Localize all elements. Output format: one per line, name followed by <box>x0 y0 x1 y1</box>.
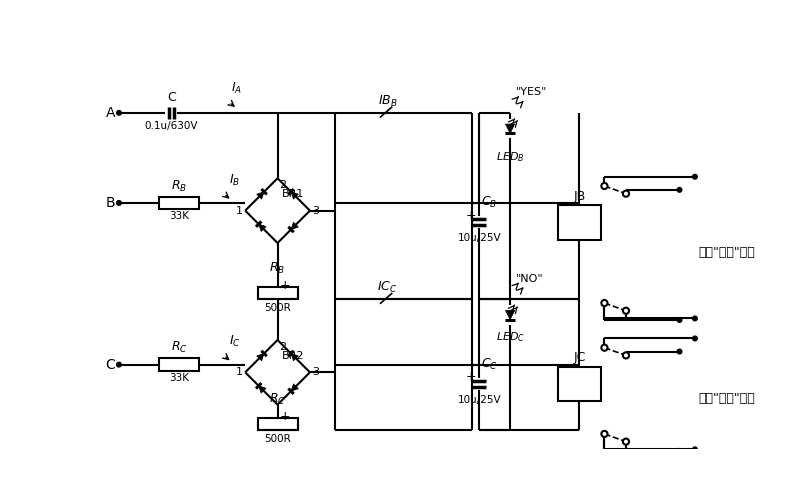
Polygon shape <box>257 353 264 361</box>
Polygon shape <box>291 353 298 361</box>
Polygon shape <box>258 224 266 231</box>
Polygon shape <box>257 192 264 199</box>
Text: $R_C$: $R_C$ <box>269 392 286 407</box>
Text: JB: JB <box>574 190 586 203</box>
Bar <box>258 287 298 299</box>
Circle shape <box>602 300 607 306</box>
Circle shape <box>693 174 698 179</box>
Text: $LED_B$: $LED_B$ <box>496 150 525 164</box>
Polygon shape <box>506 124 514 134</box>
Text: $R_B$: $R_B$ <box>270 261 286 276</box>
Circle shape <box>117 362 122 367</box>
Circle shape <box>602 183 607 189</box>
Text: 3: 3 <box>312 367 319 377</box>
Circle shape <box>623 307 629 314</box>
Text: 输出"错误"信号: 输出"错误"信号 <box>698 392 755 405</box>
Text: BR1: BR1 <box>282 190 305 200</box>
Text: 10u/25V: 10u/25V <box>458 395 501 405</box>
Text: 2: 2 <box>279 180 286 190</box>
Circle shape <box>623 438 629 445</box>
Circle shape <box>693 316 698 321</box>
Text: 0.1u/630V: 0.1u/630V <box>145 121 198 132</box>
Text: $R_B$: $R_B$ <box>171 178 187 194</box>
Text: 2: 2 <box>279 342 286 351</box>
Circle shape <box>602 345 607 351</box>
Text: "NO": "NO" <box>516 274 544 284</box>
Text: $C_B$: $C_B$ <box>481 195 497 210</box>
Text: $I_C$: $I_C$ <box>229 334 241 349</box>
Polygon shape <box>291 222 298 229</box>
Text: +: + <box>466 209 476 222</box>
Polygon shape <box>506 310 514 320</box>
Circle shape <box>677 449 682 453</box>
Text: C: C <box>106 358 115 371</box>
Text: 1: 1 <box>236 206 243 216</box>
Text: +: + <box>280 279 290 292</box>
Circle shape <box>602 431 607 437</box>
Text: 500R: 500R <box>264 303 291 313</box>
Text: 输出"正确"信号: 输出"正确"信号 <box>698 246 755 259</box>
Bar <box>159 197 199 209</box>
Text: 10u/25V: 10u/25V <box>458 233 501 243</box>
Text: +: + <box>280 410 290 423</box>
Circle shape <box>693 336 698 341</box>
Text: $C_C$: $C_C$ <box>481 356 498 371</box>
Text: $R_C$: $R_C$ <box>170 340 187 355</box>
Circle shape <box>623 191 629 197</box>
Text: 3: 3 <box>312 206 319 216</box>
Text: 500R: 500R <box>264 434 291 444</box>
Bar <box>258 418 298 430</box>
Text: "YES": "YES" <box>516 87 548 97</box>
Polygon shape <box>291 384 298 391</box>
Circle shape <box>117 110 122 115</box>
Circle shape <box>677 187 682 192</box>
Text: 33K: 33K <box>169 211 189 221</box>
Text: A: A <box>106 106 115 120</box>
Circle shape <box>677 349 682 354</box>
Text: JC: JC <box>574 351 586 364</box>
Text: $I_A$: $I_A$ <box>231 81 242 96</box>
Text: BR2: BR2 <box>282 351 305 361</box>
Text: B: B <box>106 196 115 210</box>
Text: +: + <box>466 370 476 384</box>
Polygon shape <box>291 192 298 199</box>
Circle shape <box>623 352 629 358</box>
Text: $IB_B$: $IB_B$ <box>378 94 398 109</box>
Polygon shape <box>258 386 266 393</box>
Bar <box>159 358 199 371</box>
Circle shape <box>677 318 682 322</box>
Text: $IC_C$: $IC_C$ <box>378 280 398 295</box>
Text: $LED_C$: $LED_C$ <box>495 330 525 344</box>
Text: 1: 1 <box>236 367 243 377</box>
Text: 33K: 33K <box>169 373 189 383</box>
Text: C: C <box>167 91 176 104</box>
Bar <box>558 366 601 401</box>
Circle shape <box>117 201 122 205</box>
Text: $I_B$: $I_B$ <box>229 172 240 187</box>
Bar <box>558 205 601 239</box>
Circle shape <box>693 447 698 452</box>
